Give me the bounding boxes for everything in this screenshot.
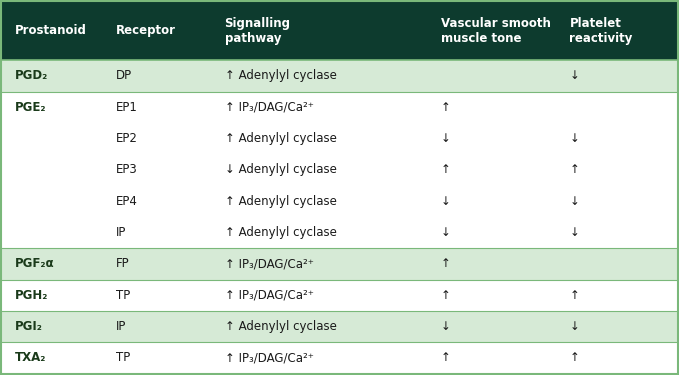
Bar bbox=[1, 123, 678, 154]
Text: TP: TP bbox=[116, 289, 130, 302]
Text: ↑ IP₃/DAG/Ca²⁺: ↑ IP₃/DAG/Ca²⁺ bbox=[225, 351, 314, 364]
Text: Signalling
pathway: Signalling pathway bbox=[225, 17, 291, 45]
Bar bbox=[1, 2, 678, 60]
Text: FP: FP bbox=[116, 257, 130, 270]
Text: Receptor: Receptor bbox=[116, 24, 177, 37]
Text: ↑ Adenylyl cyclase: ↑ Adenylyl cyclase bbox=[225, 226, 336, 239]
Text: ↓: ↓ bbox=[570, 226, 579, 239]
Bar bbox=[1, 311, 678, 342]
Text: ↑: ↑ bbox=[441, 289, 451, 302]
Text: ↓: ↓ bbox=[441, 195, 451, 208]
Bar bbox=[1, 154, 678, 186]
Text: Vascular smooth
muscle tone: Vascular smooth muscle tone bbox=[441, 17, 551, 45]
Text: ↑: ↑ bbox=[570, 289, 579, 302]
Text: ↓: ↓ bbox=[570, 69, 579, 82]
Text: ↓: ↓ bbox=[441, 320, 451, 333]
Text: IP: IP bbox=[116, 226, 127, 239]
Text: DP: DP bbox=[116, 69, 132, 82]
Bar bbox=[1, 217, 678, 248]
Text: ↑ Adenylyl cyclase: ↑ Adenylyl cyclase bbox=[225, 132, 336, 145]
Text: ↑ IP₃/DAG/Ca²⁺: ↑ IP₃/DAG/Ca²⁺ bbox=[225, 101, 314, 114]
Text: ↑: ↑ bbox=[570, 164, 579, 176]
Bar bbox=[1, 280, 678, 311]
Text: ↓: ↓ bbox=[570, 132, 579, 145]
Text: PGD₂: PGD₂ bbox=[15, 69, 48, 82]
Text: ↑ Adenylyl cyclase: ↑ Adenylyl cyclase bbox=[225, 320, 336, 333]
Text: ↑ IP₃/DAG/Ca²⁺: ↑ IP₃/DAG/Ca²⁺ bbox=[225, 257, 314, 270]
Text: ↑: ↑ bbox=[441, 164, 451, 176]
Bar bbox=[1, 342, 678, 374]
Text: ↓: ↓ bbox=[570, 320, 579, 333]
Text: ↑: ↑ bbox=[441, 257, 451, 270]
Bar bbox=[1, 248, 678, 280]
Text: ↓: ↓ bbox=[441, 132, 451, 145]
Text: EP2: EP2 bbox=[116, 132, 139, 145]
Text: ↑ Adenylyl cyclase: ↑ Adenylyl cyclase bbox=[225, 195, 336, 208]
Text: TXA₂: TXA₂ bbox=[15, 351, 46, 364]
Text: IP: IP bbox=[116, 320, 127, 333]
Text: ↑ IP₃/DAG/Ca²⁺: ↑ IP₃/DAG/Ca²⁺ bbox=[225, 289, 314, 302]
Text: PGE₂: PGE₂ bbox=[15, 101, 46, 114]
Text: ↓: ↓ bbox=[570, 195, 579, 208]
Text: PGI₂: PGI₂ bbox=[15, 320, 43, 333]
Text: ↑: ↑ bbox=[441, 351, 451, 364]
Text: TP: TP bbox=[116, 351, 130, 364]
Bar bbox=[1, 92, 678, 123]
Text: ↑: ↑ bbox=[441, 101, 451, 114]
Text: ↑ Adenylyl cyclase: ↑ Adenylyl cyclase bbox=[225, 69, 336, 82]
Bar bbox=[1, 60, 678, 92]
Text: ↓: ↓ bbox=[441, 226, 451, 239]
Text: PGH₂: PGH₂ bbox=[15, 289, 48, 302]
Text: EP1: EP1 bbox=[116, 101, 139, 114]
Text: EP3: EP3 bbox=[116, 164, 138, 176]
Text: EP4: EP4 bbox=[116, 195, 139, 208]
Text: Platelet
reactivity: Platelet reactivity bbox=[570, 17, 633, 45]
Text: ↑: ↑ bbox=[570, 351, 579, 364]
Text: Prostanoid: Prostanoid bbox=[15, 24, 87, 37]
Text: PGF₂α: PGF₂α bbox=[15, 257, 54, 270]
Bar bbox=[1, 186, 678, 217]
Text: ↓ Adenylyl cyclase: ↓ Adenylyl cyclase bbox=[225, 164, 336, 176]
